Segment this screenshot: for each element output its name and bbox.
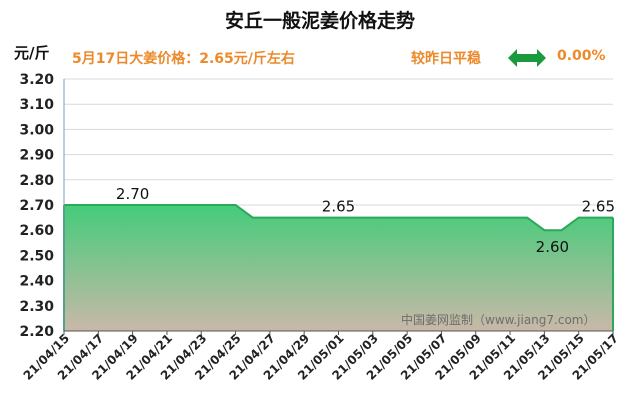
y-tick-label: 2.20: [19, 324, 54, 340]
y-tick-label: 3.20: [19, 72, 54, 88]
data-label: 2.70: [116, 185, 149, 203]
chart-title: 安丘一般泥姜价格走势: [224, 10, 415, 32]
series-line: [64, 204, 613, 232]
y-tick-label: 2.80: [19, 173, 54, 189]
y-tick-label: 2.40: [19, 274, 54, 290]
y-tick-label: 3.10: [19, 97, 54, 113]
today-price-text: 5月17日大姜价格：2.65元/斤左右: [72, 51, 295, 67]
x-tick-labels: 21/04/1521/04/1721/04/1921/04/2121/04/23…: [21, 331, 621, 383]
data-label: 2.65: [582, 198, 615, 216]
data-labels: 2.70 2.65 2.60 2.65: [116, 185, 615, 256]
watermark: 中国姜网监制（www.jiang7.com）: [401, 312, 595, 327]
y-tick-labels: 3.20 3.10 3.00 2.90 2.80 2.70 2.60 2.50 2.40 2.30…: [19, 72, 54, 340]
y-tick-label: 2.60: [19, 223, 54, 239]
y-unit-label: 元/斤: [14, 44, 50, 62]
double-arrow-icon: [508, 49, 546, 67]
area-shape: [64, 205, 613, 331]
data-label: 2.60: [536, 238, 569, 256]
y-tick-label: 2.30: [19, 299, 54, 315]
y-tick-label: 3.00: [19, 122, 54, 138]
y-tick-label: 2.50: [19, 248, 54, 264]
y-tick-label: 2.70: [19, 198, 54, 214]
change-percent: 0.00%: [557, 48, 606, 64]
y-tick-label: 2.90: [19, 148, 54, 164]
data-label: 2.65: [322, 198, 355, 216]
compare-label: 较昨日平稳: [411, 51, 481, 67]
